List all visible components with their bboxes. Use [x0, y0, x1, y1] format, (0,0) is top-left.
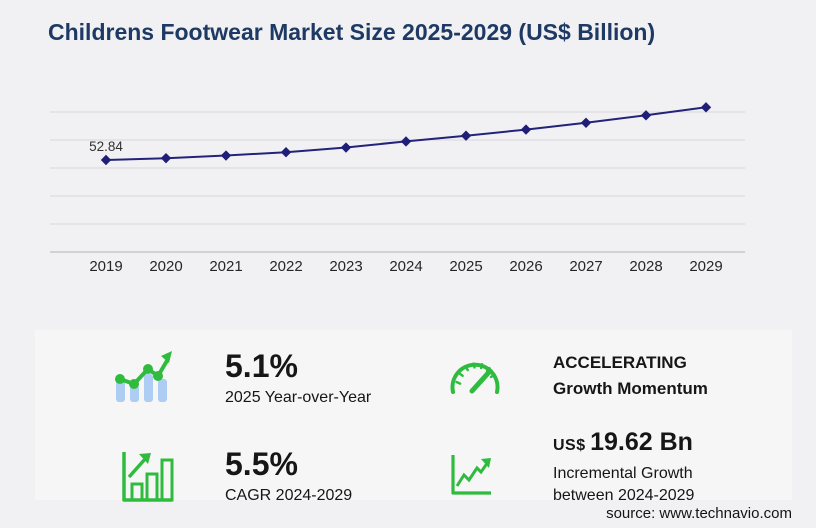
data-point-2020 [160, 152, 172, 164]
data-point-2026 [520, 124, 532, 135]
stat-cagr-value: 5.5% [225, 446, 298, 482]
chart-markers [100, 102, 712, 166]
x-tick-2025: 2025 [449, 258, 482, 275]
source-attribution: source: www.technavio.com [606, 505, 792, 522]
data-label-2019: 52.84 [89, 139, 123, 154]
x-tick-2020: 2020 [149, 258, 182, 275]
x-axis-labels: 2019 2020 2021 2022 2023 2024 2025 2026 2027 2028… [89, 258, 722, 275]
x-tick-2026: 2026 [509, 258, 542, 275]
data-point-2022 [280, 147, 292, 158]
stat-incremental-value: US$ 19.62 Bn [553, 430, 816, 455]
stat-yoy-label: 2025 Year-over-Year [225, 388, 372, 406]
x-tick-2021: 2021 [209, 258, 242, 275]
zigzag-growth-icon [451, 455, 491, 495]
bar-growth-icon [122, 452, 174, 502]
stat-incremental-amount: 19.62 Bn [590, 428, 693, 456]
data-point-2028 [640, 110, 652, 121]
stat-incremental-line2: between 2024-2029 [553, 487, 695, 504]
chart-data-labels: 52.84 [89, 139, 123, 154]
x-tick-2023: 2023 [329, 258, 362, 275]
x-tick-2022: 2022 [269, 258, 302, 275]
x-tick-2027: 2027 [569, 258, 602, 275]
page-title: Childrens Footwear Market Size 2025-2029… [48, 19, 656, 45]
stat-yoy-value: 5.1% [225, 348, 298, 384]
data-point-2025 [460, 130, 472, 141]
stat-incremental-line1: Incremental Growth [553, 465, 693, 482]
stat-momentum-line1: ACCELERATING [553, 353, 687, 372]
chart-series-line [105, 106, 707, 161]
data-point-2021 [220, 150, 232, 161]
stat-cagr-label: CAGR 2024-2029 [225, 486, 353, 504]
combo-chart-icon [115, 351, 172, 402]
series-line [105, 106, 707, 161]
data-point-2023 [340, 142, 352, 153]
gauge-icon [450, 362, 500, 394]
x-tick-2024: 2024 [389, 258, 422, 275]
data-point-2019 [100, 154, 112, 166]
stat-incremental-currency: US$ [553, 437, 586, 454]
stat-momentum-line2: Growth Momentum [553, 379, 708, 398]
x-tick-2029: 2029 [689, 258, 722, 275]
x-tick-2019: 2019 [89, 258, 122, 275]
chart-gridlines [50, 111, 745, 253]
data-point-2029 [700, 102, 712, 113]
data-point-2027 [580, 117, 592, 129]
x-tick-2028: 2028 [629, 258, 662, 275]
stats-panel: 5.1% 2025 Year-over-Year AC [35, 330, 792, 504]
data-point-2024 [400, 136, 412, 147]
